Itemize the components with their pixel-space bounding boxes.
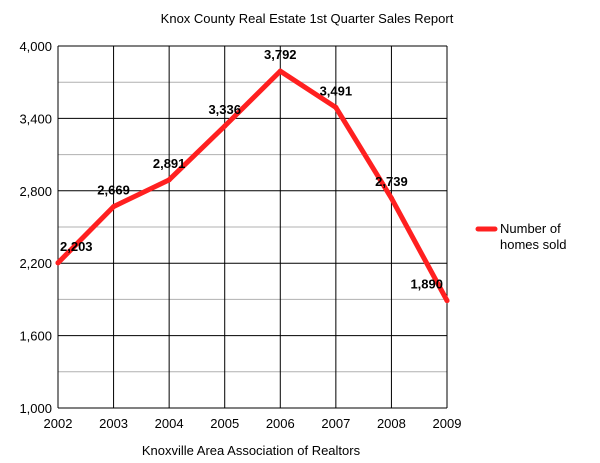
- data-label: 3,491: [320, 83, 353, 98]
- x-tick-label: 2005: [210, 416, 239, 431]
- data-label: 3,336: [208, 102, 241, 117]
- y-tick-label: 3,400: [19, 111, 52, 126]
- x-tick-label: 2008: [377, 416, 406, 431]
- grid: [57, 45, 448, 409]
- data-point: [333, 104, 339, 110]
- series-layer: [55, 68, 450, 304]
- data-point: [444, 298, 450, 304]
- series-line-homes-sold: [55, 68, 450, 304]
- y-tick-label: 2,200: [19, 256, 52, 271]
- data-label: 2,669: [97, 183, 130, 198]
- data-label: 3,792: [264, 47, 297, 62]
- y-tick-label: 2,800: [19, 184, 52, 199]
- x-tick-label: 2009: [433, 416, 462, 431]
- x-tick-label: 2007: [321, 416, 350, 431]
- data-point: [166, 177, 172, 183]
- y-axis-ticks: 1,000 1,600 2,200 2,800 3,400 4,000: [19, 39, 52, 416]
- x-tick-label: 2004: [155, 416, 184, 431]
- data-label: 2,739: [375, 174, 408, 189]
- legend-label: Number of homes sold: [500, 221, 566, 252]
- y-tick-label: 1,000: [19, 401, 52, 416]
- data-label: 2,203: [60, 239, 93, 254]
- data-point: [388, 195, 394, 201]
- data-label: 2,891: [153, 156, 186, 171]
- legend-label-line-1: Number of: [500, 221, 561, 236]
- data-label: 1,890: [410, 277, 443, 292]
- x-axis-ticks: 2002 2003 2004 2005 2006 2007 2008 2009: [44, 416, 462, 431]
- y-tick-label: 1,600: [19, 329, 52, 344]
- x-tick-label: 2002: [44, 416, 73, 431]
- data-point: [277, 68, 283, 74]
- y-tick-label: 4,000: [19, 39, 52, 54]
- x-axis-label: Knoxville Area Association of Realtors: [142, 443, 361, 458]
- data-point: [222, 123, 228, 129]
- x-tick-label: 2003: [99, 416, 128, 431]
- chart-title: Knox County Real Estate 1st Quarter Sale…: [161, 11, 454, 26]
- legend: Number of homes sold: [475, 221, 566, 252]
- data-labels: 2,203 2,669 2,891 3,336 3,792 3,491 2,739 1,890: [60, 47, 443, 292]
- data-point: [55, 260, 61, 266]
- data-point: [111, 204, 117, 210]
- legend-label-line-2: homes sold: [500, 237, 566, 252]
- x-tick-label: 2006: [266, 416, 295, 431]
